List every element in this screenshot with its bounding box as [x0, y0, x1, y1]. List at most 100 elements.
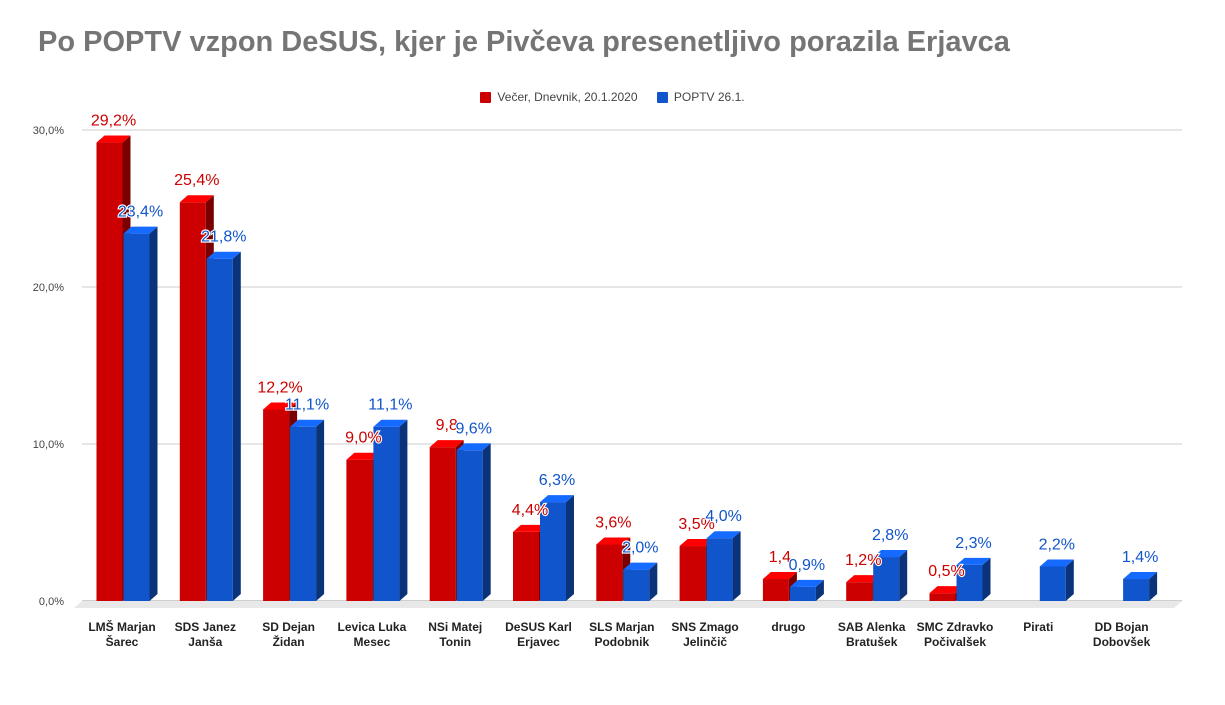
poptv-bar-side	[399, 419, 408, 601]
poptv-bar-side	[566, 495, 574, 601]
x-tick-label: NSi Matej	[428, 620, 482, 634]
poptv-bar-side	[482, 443, 491, 601]
vecer-bar	[96, 142, 123, 601]
poptv-bar-top	[456, 443, 491, 451]
vecer-value-label: 1,2%	[845, 552, 881, 569]
vecer-bar-top	[596, 537, 631, 545]
legend: Večer, Dnevnik, 20.1.2020 POPTV 26.1.	[0, 90, 1225, 106]
poptv-bar-top	[623, 562, 658, 570]
vecer-bar-top	[846, 575, 881, 583]
vecer-value-label: 9,0%	[345, 430, 381, 447]
poptv-value-label: 2,3%	[955, 535, 991, 552]
poptv-value-label: 11,1%	[285, 397, 329, 414]
x-tick-label: Pirati	[1023, 620, 1053, 634]
poptv-value-label: 11,1%	[368, 397, 412, 414]
x-tick-label: Bratušek	[846, 635, 898, 649]
x-tick-label: Mesec	[354, 635, 391, 649]
vecer-bar-top	[929, 586, 964, 594]
x-tick-label: Tonin	[439, 635, 471, 649]
poptv-bar-top	[1039, 559, 1074, 567]
vecer-bar	[263, 409, 290, 601]
poptv-bar	[1123, 579, 1150, 601]
legend-swatch-blue	[656, 91, 668, 103]
poptv-bar-top	[123, 226, 158, 234]
x-tick-label: Židan	[273, 634, 305, 649]
poptv-bar	[1039, 566, 1066, 601]
vecer-bar	[596, 544, 623, 601]
poptv-value-label: 1,4%	[1122, 549, 1158, 566]
vecer-value-label: 9,8	[436, 417, 458, 434]
poptv-bar-top	[290, 419, 325, 427]
x-tick-label: SD Dejan	[262, 620, 315, 634]
x-tick-label: Erjavec	[517, 635, 560, 649]
y-tick-label: 20,0%	[33, 282, 64, 294]
vecer-bar	[679, 546, 706, 601]
x-tick-label: Jelinčič	[683, 635, 727, 649]
vecer-bar	[179, 202, 206, 601]
vecer-bar	[346, 459, 373, 601]
y-tick-label: 30,0%	[33, 125, 64, 137]
poptv-bar-side	[149, 226, 158, 601]
poptv-value-label: 9,6%	[455, 420, 491, 437]
poptv-bar-side	[316, 419, 325, 601]
x-tick-label: DeSUS Karl	[505, 620, 572, 634]
poptv-value-label: 0,9%	[789, 557, 825, 574]
poptv-bar	[540, 502, 566, 601]
chart-floor	[74, 601, 1182, 608]
vecer-value-label: 29,2%	[91, 113, 136, 130]
x-tick-label: drugo	[771, 620, 805, 634]
poptv-bar-side	[982, 557, 991, 601]
vecer-bar-top	[96, 135, 131, 143]
poptv-value-label: 4,0%	[705, 508, 741, 525]
x-tick-label: Šarec	[106, 634, 139, 649]
vecer-bar-top	[263, 402, 298, 410]
poptv-value-label: 6,3%	[539, 472, 575, 489]
vecer-value-label: 3,5%	[678, 516, 714, 533]
poptv-bar	[206, 258, 233, 601]
poptv-value-label: 2,2%	[1039, 536, 1075, 553]
vecer-value-label: 1,4	[769, 549, 791, 566]
vecer-bar-top	[513, 524, 547, 532]
vecer-bar	[929, 593, 956, 601]
poptv-bar	[706, 538, 733, 601]
poptv-bar-side	[815, 579, 824, 601]
vecer-bar-top	[679, 539, 714, 547]
poptv-bar	[789, 586, 816, 601]
poptv-bar-side	[899, 550, 908, 601]
vecer-bar	[513, 531, 539, 601]
legend-item-poptv[interactable]: POPTV 26.1.	[656, 90, 745, 104]
x-tick-label: SMC Zdravko	[917, 620, 994, 634]
x-tick-label: DD Bojan	[1095, 620, 1149, 634]
vecer-bar-top	[762, 572, 797, 580]
poptv-bar-top	[1123, 572, 1158, 580]
vecer-bar-top	[429, 440, 464, 448]
poptv-value-label: 2,8%	[872, 527, 908, 544]
poptv-bar-top	[789, 579, 824, 587]
poptv-bar	[123, 233, 150, 601]
x-tick-label: SDS Janez	[175, 620, 236, 634]
vecer-value-label: 0,5%	[928, 563, 964, 580]
x-tick-label: SNS Zmago	[671, 620, 738, 634]
x-tick-label: Janša	[188, 635, 222, 649]
vecer-value-label: 25,4%	[174, 172, 219, 189]
poptv-bar-side	[732, 531, 741, 601]
poptv-bar	[956, 564, 983, 601]
vecer-bar	[762, 579, 789, 601]
vecer-bar-top	[346, 452, 381, 460]
poptv-bar-side	[1149, 572, 1158, 601]
poptv-bar	[623, 569, 650, 601]
poptv-bar-side	[232, 251, 241, 602]
poptv-bar-top	[956, 557, 991, 565]
x-tick-label: Levica Luka	[338, 620, 407, 634]
vecer-bar	[429, 447, 456, 601]
poptv-value-label: 2,0%	[622, 540, 658, 557]
chart-title: Po POPTV vzpon DeSUS, kjer je Pivčeva pr…	[38, 26, 1010, 58]
y-tick-label: 0,0%	[39, 596, 64, 608]
x-tick-label: SAB Alenka	[838, 620, 906, 634]
vecer-value-label: 12,2%	[257, 379, 302, 396]
poptv-bar-top	[873, 550, 908, 558]
legend-item-vecer[interactable]: Večer, Dnevnik, 20.1.2020	[480, 90, 638, 104]
poptv-bar-top	[540, 495, 574, 503]
vecer-value-label: 4,4%	[512, 502, 548, 519]
